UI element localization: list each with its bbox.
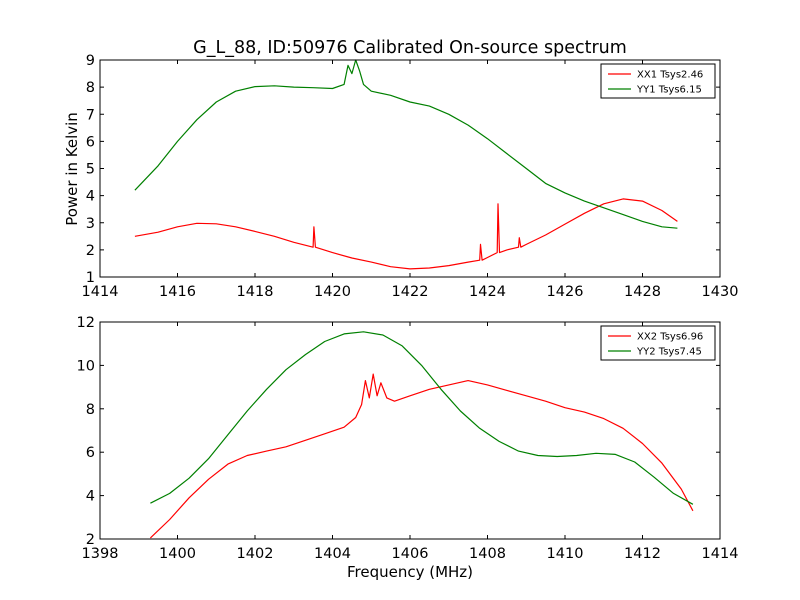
- x-tick-label: 1410: [547, 546, 584, 562]
- legend-label: YY1 Tsys6.15: [636, 85, 702, 96]
- y-tick-label: 8: [86, 402, 95, 418]
- y-tick-label: 12: [77, 315, 95, 331]
- x-tick-label: 1400: [159, 546, 196, 562]
- y-axis-label: Power in Kelvin: [63, 112, 81, 226]
- y-tick-label: 4: [86, 189, 95, 205]
- y-tick-label: 6: [86, 134, 95, 150]
- x-tick-label: 1406: [392, 546, 429, 562]
- x-tick-label: 1416: [159, 284, 196, 300]
- figure-title: G_L_88, ID:50976 Calibrated On-source sp…: [193, 38, 627, 58]
- y-tick-label: 10: [77, 358, 95, 374]
- series-line-yy: [134, 59, 678, 229]
- x-tick-label: 1422: [392, 284, 429, 300]
- y-tick-label: 2: [86, 532, 95, 548]
- y-tick-label: 7: [86, 107, 95, 123]
- legend: XX1 Tsys2.46 YY1 Tsys6.15: [600, 63, 716, 99]
- legend-label: XX1 Tsys2.46: [637, 70, 703, 81]
- x-tick-label: 1430: [702, 284, 739, 300]
- x-tick-label: 1418: [237, 284, 274, 300]
- series-line-yy: [150, 331, 694, 505]
- x-tick-label: 1424: [469, 284, 506, 300]
- bottom-spectrum-panel: 1398 1400 1402 1404 1406 1408 1410 1412 1414 2 4 6 8…: [77, 315, 739, 562]
- x-tick-label: 1420: [314, 284, 351, 300]
- y-tick-label: 5: [86, 162, 95, 178]
- x-tick-label: 1408: [469, 546, 506, 562]
- x-tick-label: 1402: [237, 546, 274, 562]
- legend-box: [600, 63, 716, 99]
- y-tick-label: 4: [86, 489, 95, 505]
- y-tick-label: 9: [86, 53, 95, 69]
- x-axis-label: Frequency (MHz): [347, 563, 473, 581]
- legend-box: [600, 325, 716, 361]
- legend: XX2 Tsys6.96 YY2 Tsys7.45: [600, 325, 716, 361]
- x-tick-label: 1426: [547, 284, 584, 300]
- x-tick-label: 1414: [702, 546, 739, 562]
- x-tick-label: 1398: [82, 546, 119, 562]
- y-tick-label: 8: [86, 80, 95, 96]
- series-line-xx: [149, 373, 694, 539]
- series-line-xx: [134, 198, 678, 270]
- legend-label: YY2 Tsys7.45: [636, 347, 702, 358]
- y-tick-label: 1: [86, 270, 95, 286]
- y-tick-label: 6: [86, 445, 95, 461]
- y-tick-label: 2: [86, 243, 95, 259]
- x-tick-label: 1414: [82, 284, 119, 300]
- x-tick-label: 1412: [624, 546, 661, 562]
- legend-label: XX2 Tsys6.96: [637, 332, 703, 343]
- x-tick-label: 1428: [624, 284, 661, 300]
- y-tick-label: 3: [86, 216, 95, 232]
- top-spectrum-panel: 1414 1416 1418 1420 1422 1424 1426 1428 1430 1 2 3 4…: [82, 53, 739, 300]
- x-tick-label: 1404: [314, 546, 351, 562]
